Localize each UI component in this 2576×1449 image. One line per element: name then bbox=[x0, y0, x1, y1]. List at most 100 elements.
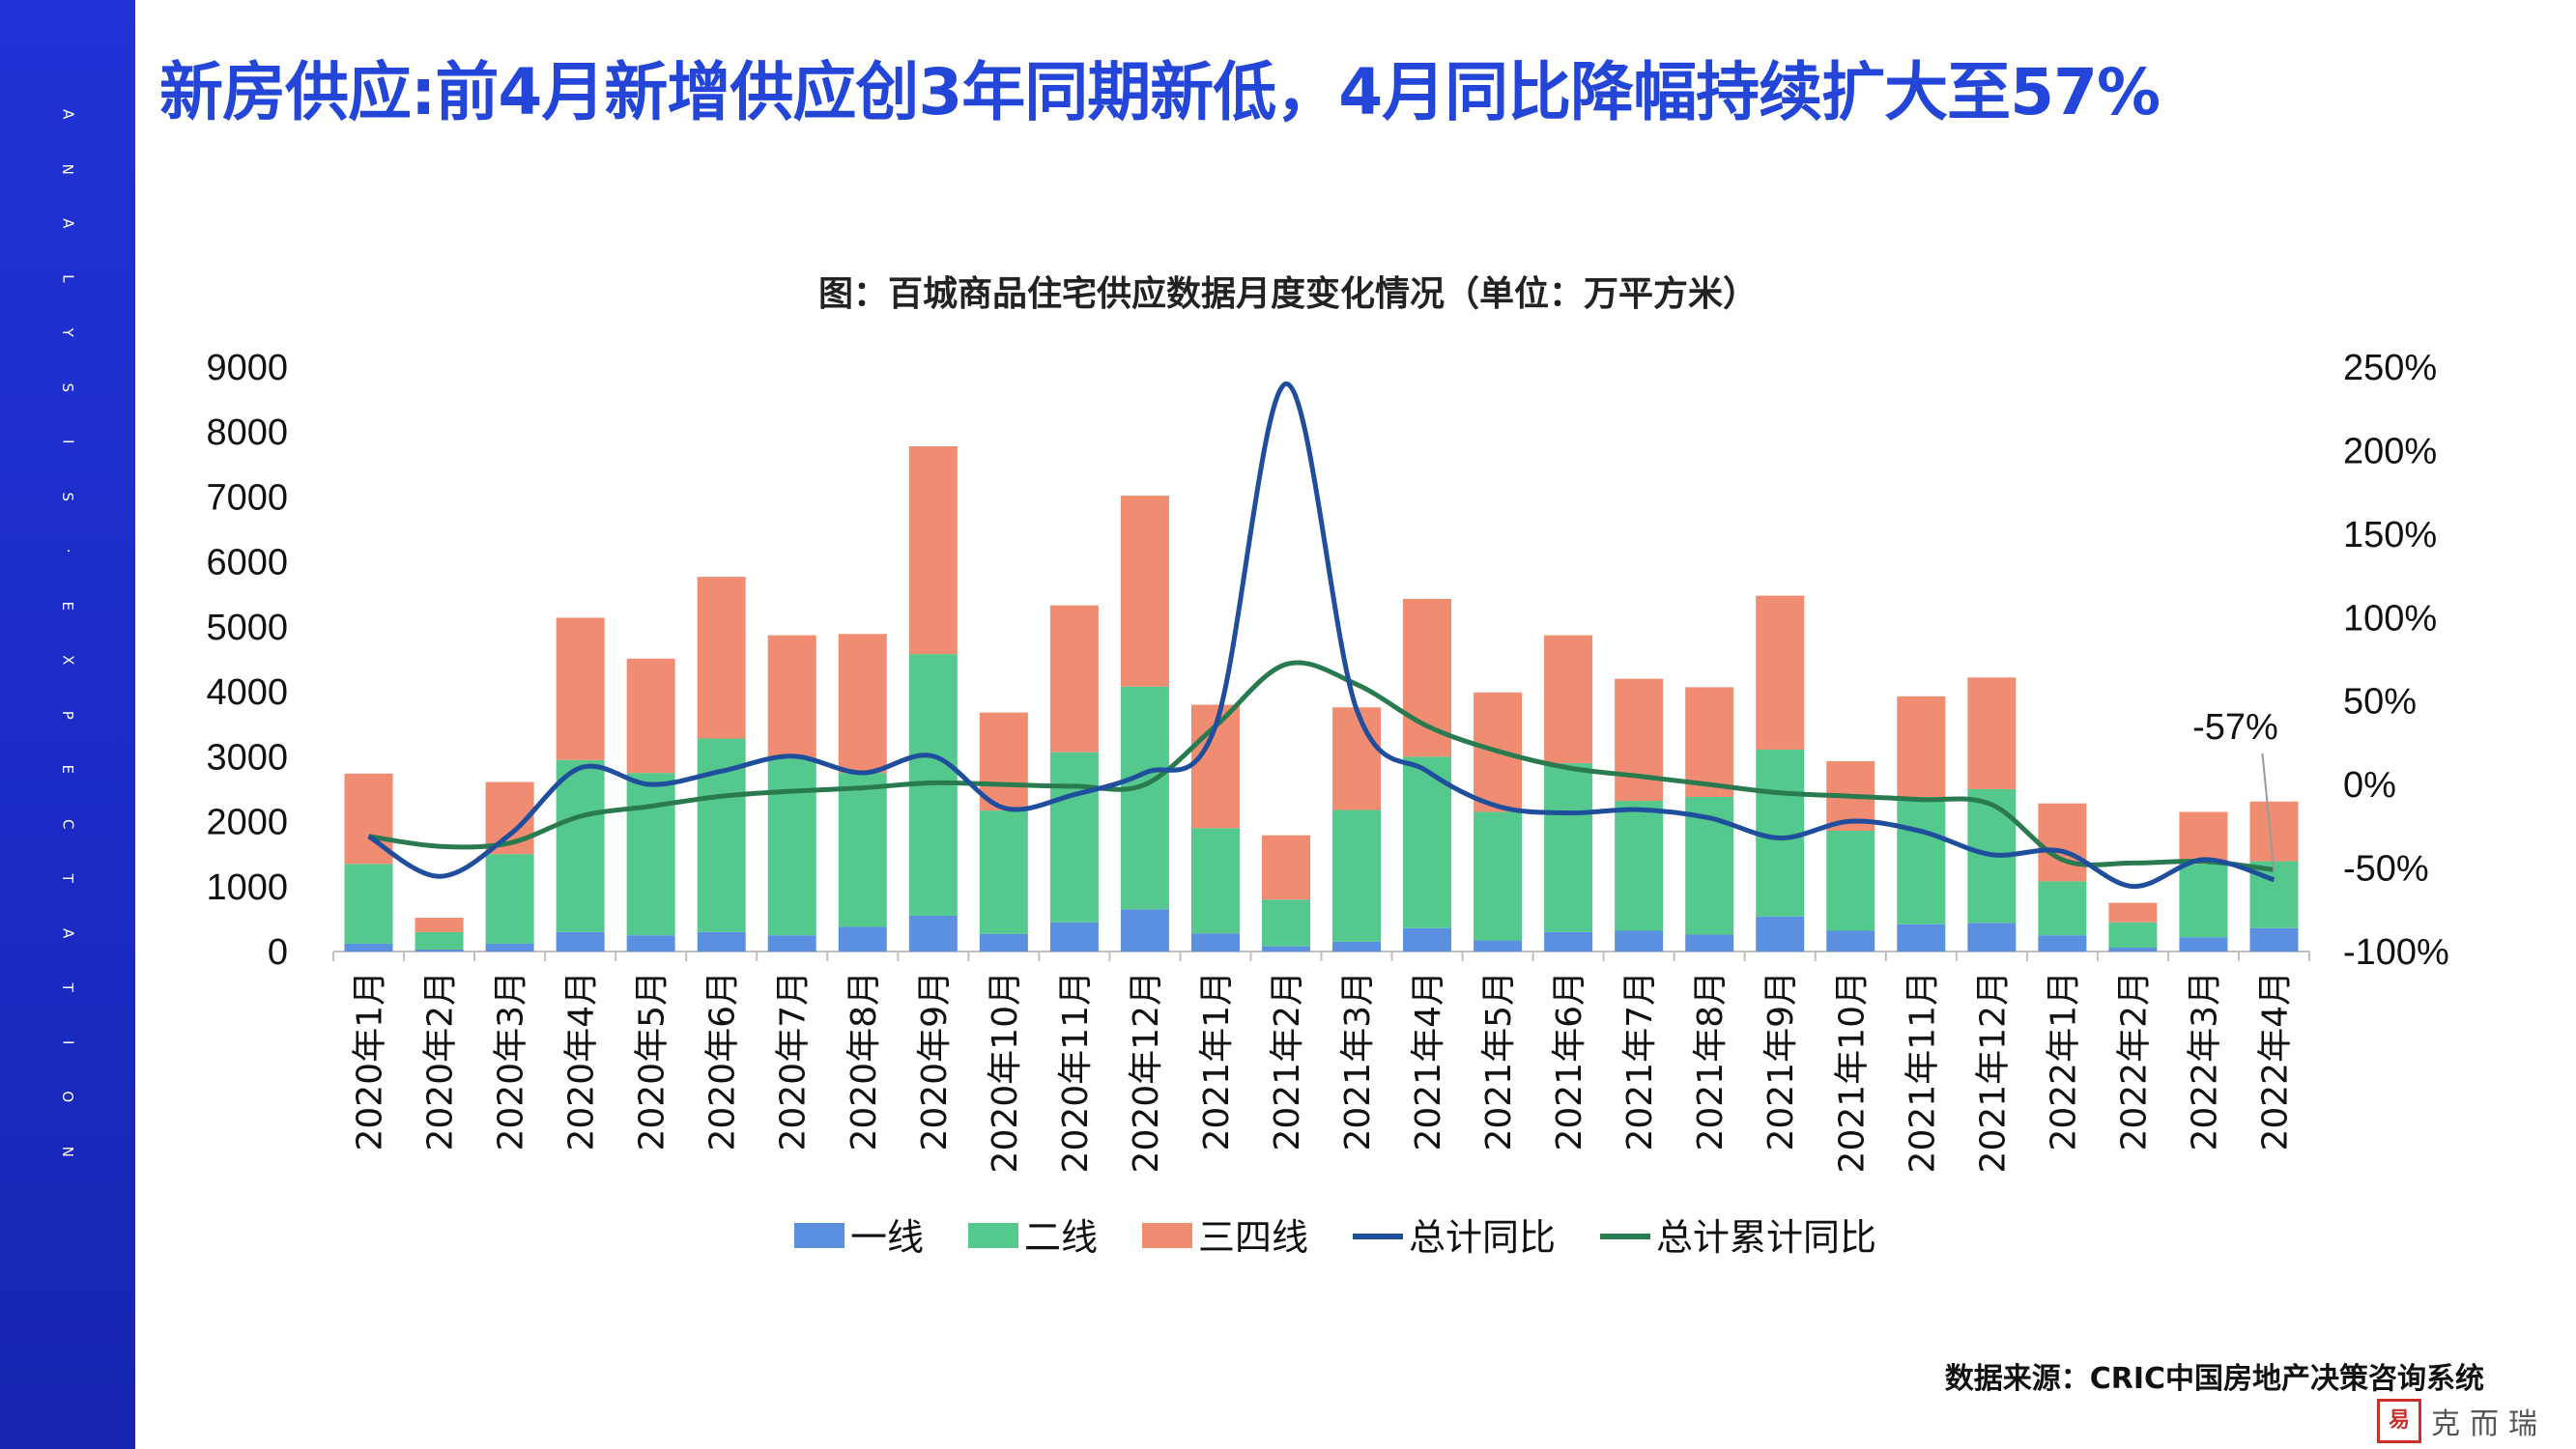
y2-tick-label: 150% bbox=[2343, 515, 2437, 555]
bar-segment-tier2 bbox=[1049, 752, 1099, 923]
y-tick-label: 6000 bbox=[206, 543, 288, 583]
x-tick-label: 2021年11月 bbox=[1903, 971, 1942, 1173]
bar-segment-tier3-4 bbox=[1897, 696, 1946, 798]
x-tick-label: 2021年1月 bbox=[1197, 971, 1237, 1151]
x-tick-label: 2022年3月 bbox=[2185, 971, 2224, 1151]
y2-tick-label: -50% bbox=[2343, 849, 2429, 890]
y2-tick-label: 250% bbox=[2343, 348, 2437, 388]
x-tick-label: 2020年12月 bbox=[1127, 971, 1166, 1173]
bar-segment-tier3-4 bbox=[556, 617, 605, 760]
bar-segment-tier3-4 bbox=[838, 634, 887, 774]
bar-segment-tier3-4 bbox=[908, 446, 958, 655]
logo: 易 克而瑞 bbox=[2377, 1399, 2547, 1443]
y-tick-label: 9000 bbox=[206, 348, 288, 388]
x-tick-label: 2021年7月 bbox=[1620, 971, 1660, 1151]
bar-segment-tier1 bbox=[2108, 947, 2158, 952]
bar-segment-tier1 bbox=[1826, 930, 1875, 952]
x-tick-label: 2020年3月 bbox=[492, 971, 531, 1151]
x-tick-label: 2021年8月 bbox=[1691, 971, 1731, 1151]
bar-segment-tier3-4 bbox=[1544, 635, 1593, 764]
bar-segment-tier3-4 bbox=[2038, 803, 2087, 882]
y2-tick-label: 100% bbox=[2343, 598, 2437, 639]
page-title: 新房供应:前4月新增供应创3年同期新低，4月同比降幅持续扩大至57% bbox=[159, 55, 2161, 129]
legend-label: 总计同比 bbox=[1409, 1216, 1556, 1259]
bar-segment-tier1 bbox=[1120, 909, 1169, 952]
bar-segment-tier1 bbox=[908, 916, 958, 952]
bar-segment-tier2 bbox=[1826, 830, 1875, 931]
y-tick-label: 5000 bbox=[206, 608, 288, 648]
x-tick-label: 2021年4月 bbox=[1409, 971, 1448, 1151]
sidebar: A N A L Y S I S · E X P E C T A T I O N bbox=[0, 0, 135, 1449]
bar-segment-tier3-4 bbox=[979, 712, 1028, 811]
y-tick-label: 2000 bbox=[206, 803, 288, 843]
bar-segment-tier2 bbox=[1615, 801, 1664, 931]
x-tick-label: 2022年4月 bbox=[2255, 971, 2295, 1151]
y-tick-label: 7000 bbox=[206, 477, 288, 518]
bar-segment-tier1 bbox=[1403, 927, 1452, 952]
bar-segment-tier2 bbox=[1190, 828, 1240, 934]
bar-segment-tier2 bbox=[2038, 881, 2087, 936]
bar-segment-tier1 bbox=[2038, 935, 2087, 952]
bar-segment-tier3-4 bbox=[1685, 687, 1734, 798]
line-series-cumulative-yoy bbox=[368, 660, 2275, 872]
bar-segment-tier1 bbox=[1685, 934, 1734, 952]
bar-segment-tier2 bbox=[838, 773, 887, 927]
bar-segment-tier1 bbox=[2249, 927, 2299, 952]
bar-segment-tier1 bbox=[1967, 923, 2017, 952]
bar-segment-tier1 bbox=[697, 931, 746, 952]
bar-segment-tier2 bbox=[1756, 749, 1805, 917]
x-tick-label: 2021年2月 bbox=[1268, 971, 1307, 1151]
bar-segment-tier2 bbox=[2179, 864, 2228, 938]
logo-text: 克而瑞 bbox=[2431, 1407, 2547, 1441]
bar-segment-tier2 bbox=[1332, 810, 1382, 942]
bar-segment-tier1 bbox=[626, 935, 675, 952]
bar-segment-tier2 bbox=[1544, 763, 1593, 932]
bar-segment-tier1 bbox=[1544, 931, 1593, 952]
legend-label: 总计累计同比 bbox=[1656, 1216, 1876, 1259]
y-tick-label: 0 bbox=[268, 932, 288, 973]
x-tick-label: 2020年1月 bbox=[351, 971, 390, 1151]
bar-segment-tier3-4 bbox=[767, 635, 816, 759]
bar-segment-tier3-4 bbox=[2179, 811, 2228, 865]
y-tick-label: 1000 bbox=[206, 867, 288, 908]
bar-segment-tier3-4 bbox=[697, 577, 746, 739]
y2-tick-label: -100% bbox=[2343, 932, 2449, 973]
line-series-yoy bbox=[367, 381, 2275, 890]
bar-segment-tier1 bbox=[2179, 937, 2228, 952]
bar-segment-tier3-4 bbox=[1261, 835, 1310, 900]
bar-segment-tier1 bbox=[1190, 933, 1240, 952]
x-tick-label: 2021年9月 bbox=[1761, 971, 1801, 1151]
y-tick-label: 8000 bbox=[206, 412, 288, 453]
x-tick-label: 2020年11月 bbox=[1056, 971, 1096, 1173]
bar-segment-tier1 bbox=[415, 949, 464, 952]
x-tick-label: 2020年10月 bbox=[986, 971, 1025, 1173]
y2-tick-label: 0% bbox=[2343, 765, 2396, 806]
y2-tick-label: 50% bbox=[2343, 682, 2417, 723]
bar-segment-tier3-4 bbox=[1049, 605, 1099, 753]
x-tick-label: 2021年5月 bbox=[1479, 971, 1519, 1151]
bar-segment-tier2 bbox=[415, 931, 464, 950]
annotation-label: -57% bbox=[2192, 707, 2278, 748]
bar-segment-tier1 bbox=[344, 943, 393, 952]
bar-segment-tier2 bbox=[1120, 686, 1169, 910]
bar-segment-tier2 bbox=[1403, 756, 1452, 928]
bar-segment-tier1 bbox=[979, 933, 1028, 952]
bar-segment-tier2 bbox=[344, 864, 393, 944]
bar-segment-tier1 bbox=[838, 926, 887, 952]
bar-segment-tier2 bbox=[626, 773, 675, 936]
bar-segment-tier3-4 bbox=[415, 918, 464, 932]
bar-segment-tier1 bbox=[1615, 930, 1664, 952]
bar-segment-tier1 bbox=[1897, 923, 1946, 952]
bar-segment-tier2 bbox=[556, 759, 605, 932]
data-source: 数据来源：CRIC中国房地产决策咨询系统 bbox=[1944, 1362, 2484, 1396]
bar-segment-tier3-4 bbox=[1120, 496, 1169, 687]
x-tick-label: 2021年12月 bbox=[1973, 971, 2013, 1173]
bar-segment-tier2 bbox=[767, 758, 816, 936]
y2-tick-label: 200% bbox=[2343, 431, 2437, 471]
x-tick-label: 2021年6月 bbox=[1550, 971, 1589, 1151]
x-tick-label: 2020年9月 bbox=[915, 971, 955, 1151]
bar-segment-tier2 bbox=[1897, 797, 1946, 924]
bar-segment-tier3-4 bbox=[1756, 595, 1805, 750]
chart-title: 图：百城商品住宅供应数据月度变化情况（单位：万平方米） bbox=[817, 274, 1758, 314]
bar-segment-tier2 bbox=[1261, 899, 1310, 947]
